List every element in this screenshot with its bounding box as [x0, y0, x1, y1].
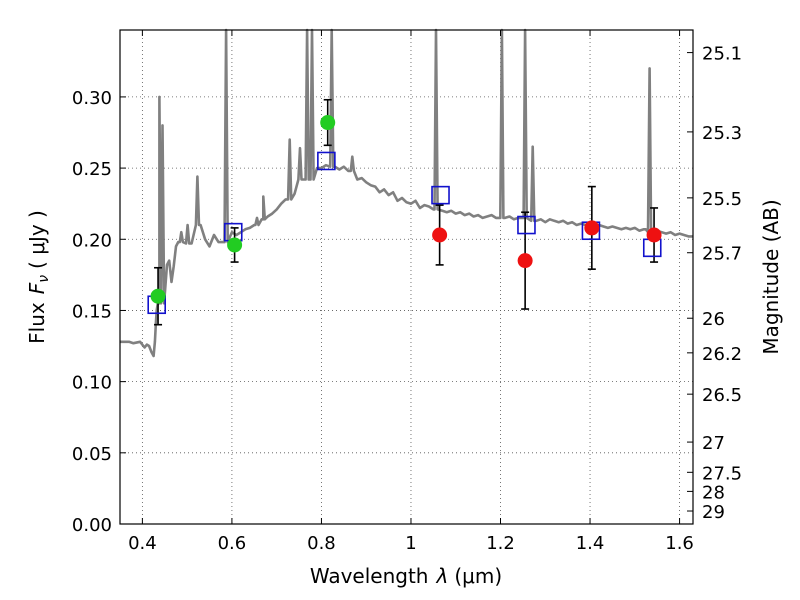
y-tick-label: 0.05	[72, 444, 112, 465]
green-data-point	[320, 115, 336, 131]
magnitude-tick-label: 26	[702, 309, 725, 330]
y-tick-label: 0.25	[72, 159, 112, 180]
magnitude-tick-label: 29	[702, 502, 725, 523]
green-data-point	[150, 288, 166, 304]
y-axis-label-unit: ( μJy )	[25, 210, 49, 269]
y-axis-label-var: F	[25, 282, 49, 294]
red-data-point	[584, 220, 600, 236]
magnitude-tick-label: 25.7	[702, 244, 742, 265]
x-tick-label: 0.6	[218, 533, 247, 554]
magnitude-tick-label: 26.5	[702, 385, 742, 406]
spectrum-layer	[120, 28, 693, 358]
magnitude-tick-label: 27.5	[702, 463, 742, 484]
y-tick-label: 0.10	[72, 373, 112, 394]
x-tick-label: 0.4	[128, 533, 157, 554]
model-square-marker	[431, 185, 450, 205]
magnitude-tick-label: 28	[702, 482, 725, 503]
plot-frame	[119, 29, 694, 525]
x-axis-label-var: λ	[436, 564, 449, 588]
red-data-point	[646, 227, 662, 243]
x-axis-label: Wavelength λ (μm)	[310, 564, 502, 588]
tick-layer: 0.4 0.6 0.8 1 1.2 1.4 1.6 0.00 0.05 0.10 0.15 0.20 0…	[72, 30, 742, 554]
magnitude-tick-label: 25.1	[702, 44, 742, 65]
x-tick-label: 1	[405, 533, 416, 554]
x-tick-label: 1.4	[576, 533, 605, 554]
magnitude-axis-label: Magnitude (AB)	[759, 199, 783, 354]
y-tick-label: 0.30	[72, 88, 112, 109]
x-tick-label: 1.2	[486, 533, 515, 554]
green-data-point	[227, 237, 243, 253]
magnitude-tick-label: 25.3	[702, 123, 742, 144]
magnitude-tick-label: 25.5	[702, 189, 742, 210]
y-tick-label: 0.20	[72, 230, 112, 251]
magnitude-tick-label: 26.2	[702, 344, 742, 365]
y-axis-label: Flux Fν ( μJy )	[25, 210, 52, 344]
data-point-layer	[147, 115, 662, 315]
x-tick-label: 1.6	[665, 533, 694, 554]
model-square-marker	[317, 151, 336, 171]
x-axis-label-unit: (μm)	[454, 564, 502, 588]
y-axis-label-sub: ν	[36, 275, 52, 283]
y-tick-label: 0.00	[72, 515, 112, 536]
y-tick-label: 0.15	[72, 301, 112, 322]
x-tick-label: 0.8	[307, 533, 336, 554]
magnitude-tick-label: 27	[702, 433, 725, 454]
model-square-marker	[517, 215, 536, 235]
y-axis-label-prefix: Flux	[25, 302, 49, 344]
red-data-point	[432, 227, 448, 243]
red-data-point	[517, 253, 533, 269]
x-axis-label-prefix: Wavelength	[310, 564, 429, 588]
model-spectrum-line	[120, 28, 693, 358]
